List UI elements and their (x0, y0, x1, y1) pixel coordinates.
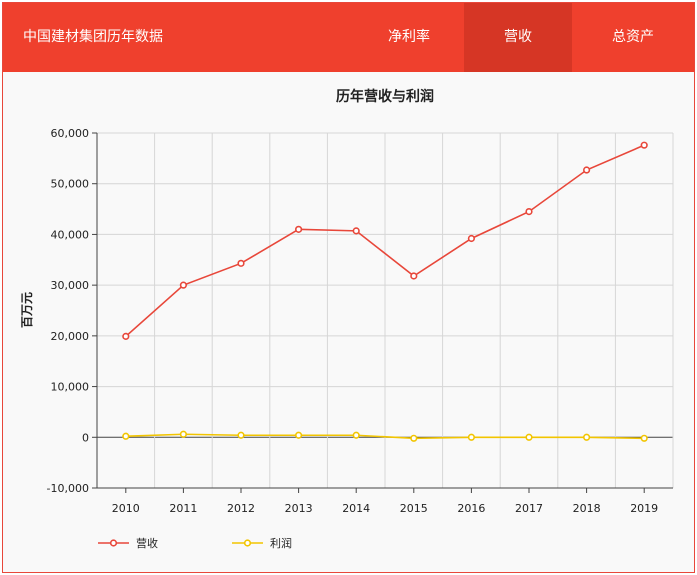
legend-label: 利润 (270, 536, 292, 550)
data-point (295, 431, 303, 439)
y-tick-label: 20,000 (51, 330, 90, 343)
x-tick-label: 2011 (169, 502, 197, 515)
data-point (179, 281, 187, 289)
x-tick-label: 2019 (630, 502, 658, 515)
x-tick-label: 2015 (400, 502, 428, 515)
chart-title: 历年营收与利润 (336, 88, 434, 105)
legend: 营收 利润 (98, 536, 292, 550)
tab-revenue[interactable]: 营收 (464, 3, 572, 72)
data-point (237, 259, 245, 267)
series-layer (122, 141, 648, 442)
data-point (295, 225, 303, 233)
data-point (179, 430, 187, 438)
data-point (122, 432, 130, 440)
data-point (525, 208, 533, 216)
y-tick-label: 60,000 (51, 127, 90, 140)
y-tick-label: 40,000 (51, 228, 90, 241)
y-axis-label: 百万元 (20, 292, 34, 328)
data-point (467, 234, 476, 243)
data-point (640, 434, 648, 442)
series-line-1 (125, 433, 645, 440)
app-title: 中国建材集团历年数据 (23, 29, 163, 45)
x-tick-label: 2018 (573, 502, 601, 515)
x-tick-label: 2010 (112, 502, 140, 515)
data-point (237, 431, 245, 439)
x-tick-label: 2012 (227, 502, 255, 515)
y-tick-label: 50,000 (51, 178, 90, 191)
data-point (352, 431, 360, 439)
legend-label: 营收 (136, 536, 158, 550)
data-point (122, 332, 130, 340)
y-tick-label: -10,000 (47, 482, 89, 495)
data-point (525, 433, 533, 441)
legend-swatch-marker (243, 539, 252, 547)
data-point (410, 272, 418, 280)
data-point (410, 434, 418, 442)
data-point (352, 227, 360, 235)
tab-total-assets[interactable]: 总资产 (612, 29, 654, 45)
legend-swatch-marker (109, 539, 118, 547)
x-tick-label: 2014 (342, 502, 370, 515)
header-bar: 中国建材集团历年数据 净利率 营收 总资产 (3, 3, 694, 72)
data-point (582, 433, 591, 441)
y-tick-label: 0 (82, 431, 89, 444)
series-line-0 (125, 144, 645, 337)
y-tick-label: 10,000 (51, 381, 90, 394)
data-point (582, 166, 591, 174)
x-tick-label: 2013 (285, 502, 313, 515)
data-point (640, 141, 648, 149)
x-tick-label: 2017 (515, 502, 543, 515)
axes: -10,000 0 10,000 20,000 30,000 40,000 50,000 60… (47, 127, 673, 515)
x-tick-label: 2016 (457, 502, 485, 515)
y-tick-label: 30,000 (51, 279, 90, 292)
data-point (467, 433, 476, 441)
tab-net-margin[interactable]: 净利率 (388, 29, 430, 45)
